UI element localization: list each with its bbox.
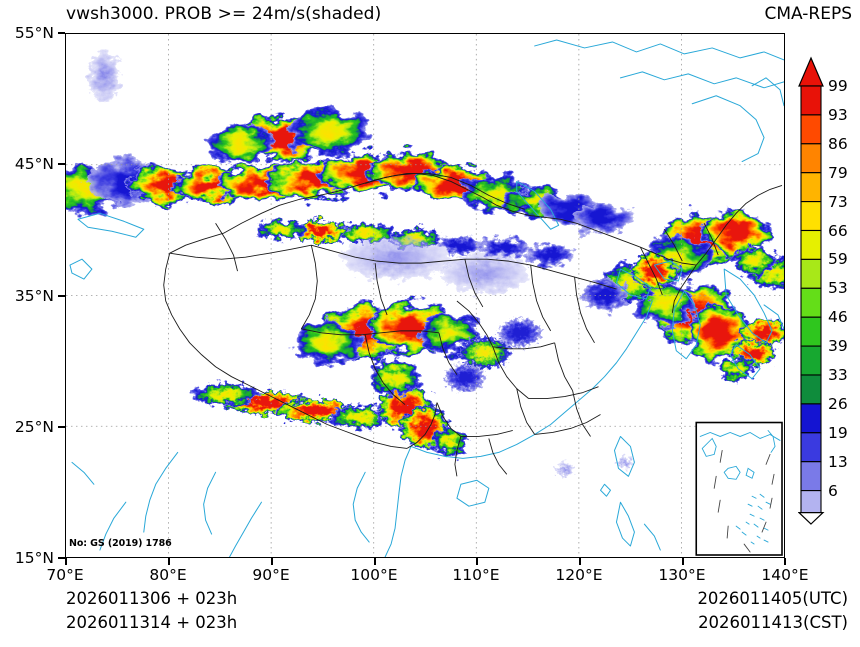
colorbar-under-arrow: [798, 512, 825, 525]
tick-lat-35: [58, 295, 65, 297]
tick-lon-130: [682, 558, 684, 565]
init-time-utc-label: 2026011306 + 023h: [66, 589, 238, 608]
valid-time-cst-label: 2026011413(CST): [698, 613, 848, 632]
border-layer: [163, 173, 783, 477]
tick-lat-45: [58, 163, 65, 165]
south-china-sea-inset[interactable]: [695, 421, 783, 556]
tick-lon-90: [271, 558, 273, 565]
map-approval-number: No: GS (2019) 1786: [69, 538, 172, 549]
tick-lon-70: [65, 558, 67, 565]
coastline-layer: [69, 39, 784, 557]
map-gridlines: [66, 34, 784, 557]
tick-lat-25: [58, 426, 65, 428]
tick-lon-120: [579, 558, 581, 565]
map-plot-area[interactable]: [65, 33, 785, 558]
colorbar-swatches: [798, 56, 825, 525]
model-name-label: CMA-REPS: [764, 4, 852, 24]
tick-lon-80: [168, 558, 170, 565]
map-canvas: [66, 34, 784, 557]
tick-lat-55: [58, 32, 65, 34]
tick-lon-110: [476, 558, 478, 565]
tick-lon-100: [374, 558, 376, 565]
tick-lon-140: [784, 558, 786, 565]
valid-time-utc-label: 2026011405(UTC): [697, 589, 848, 608]
page-title: vwsh3000. PROB >= 24m/s(shaded): [66, 4, 382, 24]
tick-lat-15: [58, 557, 65, 559]
init-time-cst-label: 2026011314 + 023h: [66, 613, 238, 632]
colorbar[interactable]: 99 93 86 79 73 66 59 53 46 39 33 26 19 1…: [798, 56, 860, 526]
colorbar-over-arrow: [798, 56, 824, 87]
probability-shading-layer: [66, 49, 784, 477]
